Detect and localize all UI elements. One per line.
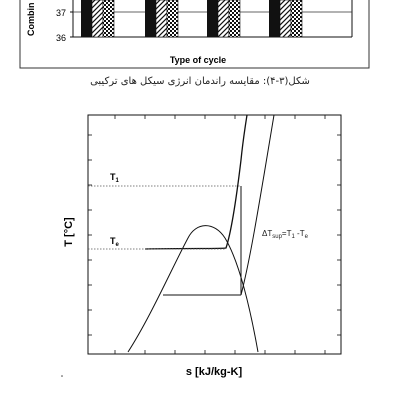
isobar-curve (144, 114, 248, 250)
ts-right-ticks (337, 134, 341, 336)
y-tick-label-36: 36 (56, 33, 66, 43)
y-tick-label-37: 37 (56, 8, 66, 18)
figure-caption: شکل(۳-۴): مقایسه راندمان انرژی سیکل های … (90, 76, 310, 87)
ts-plot-frame (87, 114, 342, 355)
t1-label: T1 (110, 172, 120, 184)
bar-checkered (290, 0, 303, 38)
ts-top-ticks (114, 115, 326, 119)
bar-solid (145, 0, 156, 37)
bar-solid (269, 0, 280, 37)
top-bar-chart: 37 36 Combin Type of cycle (19, 0, 370, 69)
ts-y-axis-label: T [°C] (63, 217, 75, 247)
bar-group-1 (81, 0, 115, 38)
ts-diagram: T1 Te ΔTsup=T1 -Te T [°C] s [kJ/kg-K] (61, 114, 342, 378)
top-chart-x-label: Type of cycle (170, 55, 226, 65)
bar-hatched (155, 0, 168, 38)
bar-checkered (228, 0, 241, 38)
bar-checkered (166, 0, 179, 38)
bar-solid (207, 0, 218, 37)
bar-group-4 (269, 0, 303, 38)
stray-dot (61, 375, 63, 377)
bar-solid (81, 0, 92, 37)
te-label: Te (110, 236, 120, 248)
top-chart-y-label: Combin (26, 3, 36, 37)
saturation-dome (127, 225, 259, 353)
bar-hatched (91, 0, 104, 38)
ts-left-ticks (88, 134, 92, 336)
bar-checkered (102, 0, 115, 38)
right-isobar (240, 114, 275, 296)
bar-hatched (279, 0, 292, 38)
ts-bottom-ticks (114, 350, 326, 354)
bar-group-3 (207, 0, 241, 38)
bar-hatched (217, 0, 230, 38)
ts-x-axis-label: s [kJ/kg-K] (186, 366, 243, 378)
delta-t-sup-annotation: ΔTsup=T1 -Te (262, 229, 309, 240)
top-chart-frame (19, 0, 370, 69)
bar-group-2 (145, 0, 179, 38)
